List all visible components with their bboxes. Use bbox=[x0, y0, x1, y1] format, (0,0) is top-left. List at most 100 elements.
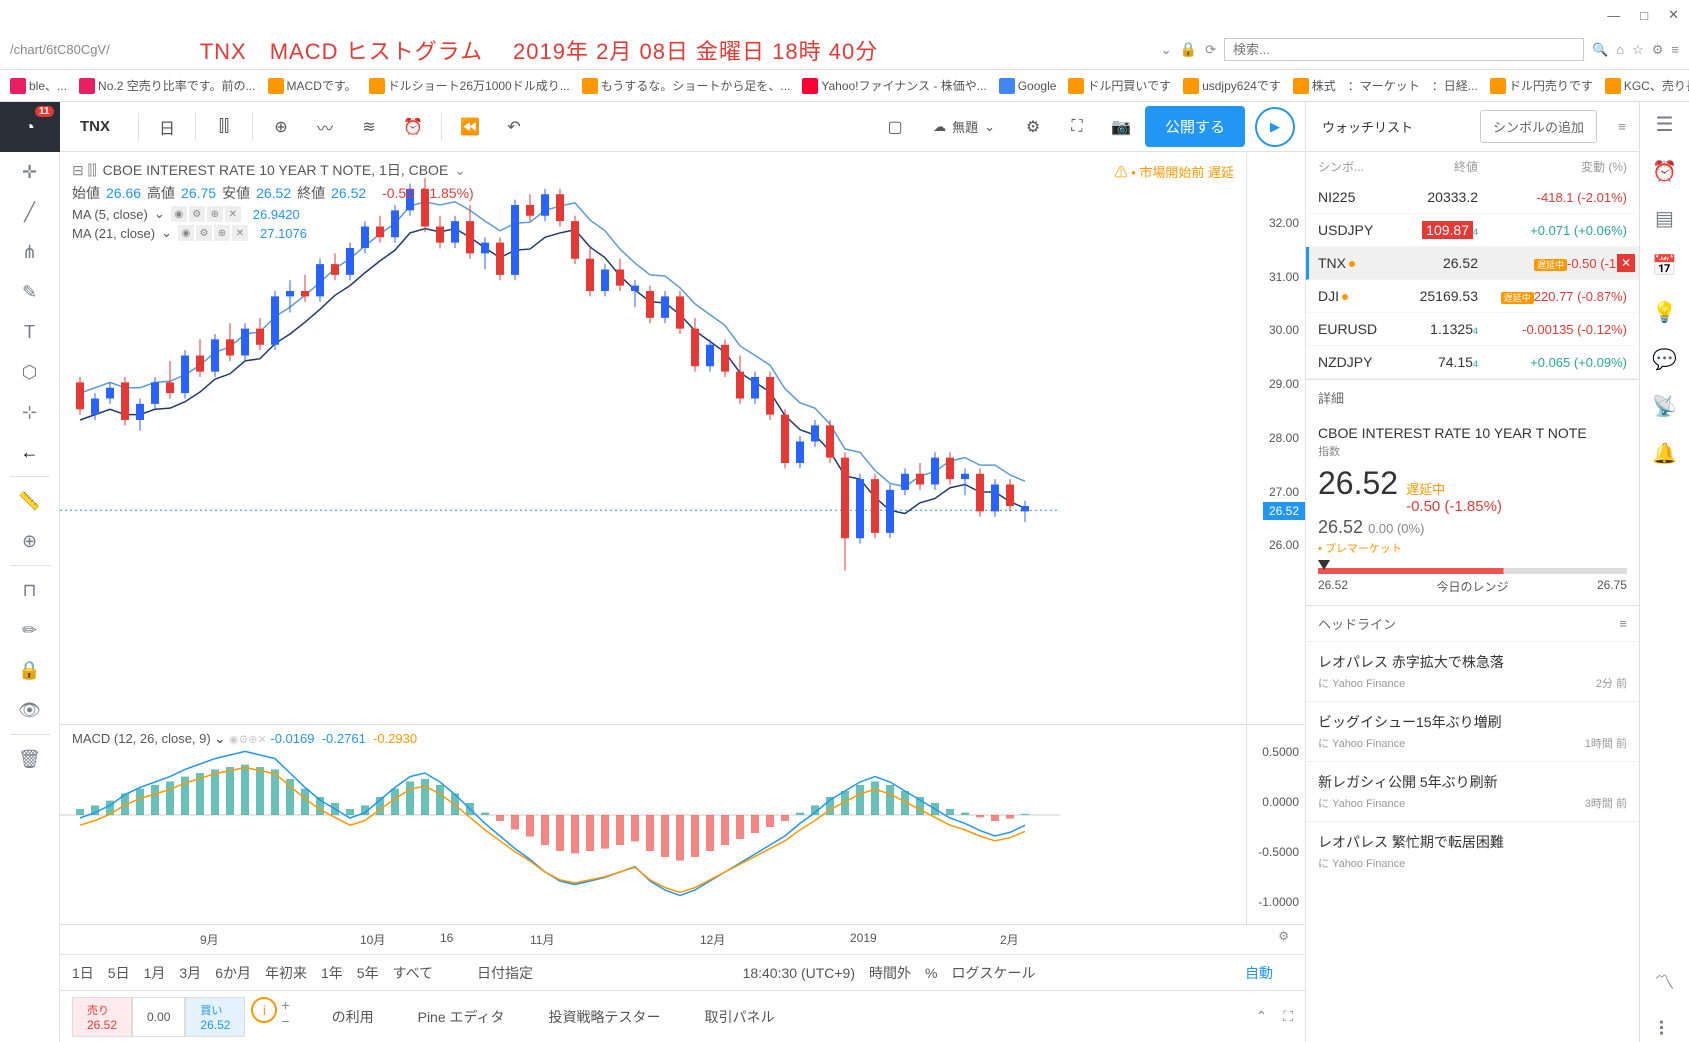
text-icon[interactable]: T bbox=[0, 312, 60, 352]
range-button[interactable]: 1月 bbox=[144, 963, 166, 983]
news-item[interactable]: レオパレス 赤字拡大で株急落に Yahoo Finance2分 前 bbox=[1306, 641, 1639, 701]
time-axis[interactable]: ⚙ 9月10月1611月12月20192月 bbox=[60, 924, 1305, 954]
sell-button[interactable]: 売り 26.52 bbox=[72, 997, 132, 1037]
hotlist-icon[interactable]: ▤ bbox=[1655, 206, 1674, 231]
bottom-tab[interactable]: Pine エディタ bbox=[396, 1007, 527, 1027]
stream-icon[interactable]: 📡 bbox=[1652, 394, 1677, 419]
bookmark-item[interactable]: usdjpy624です bbox=[1183, 77, 1281, 94]
pencil-icon[interactable]: ✏ bbox=[0, 610, 60, 650]
watchlist-row[interactable]: NZDJPY 74.154 +0.065 (+0.09%) bbox=[1306, 346, 1639, 379]
gear-icon[interactable]: ⚙ bbox=[1652, 42, 1664, 58]
bookmark-item[interactable]: KGC、売り長銘柄、高乗継... bbox=[1605, 77, 1689, 94]
refresh-icon[interactable]: ⟳ bbox=[1205, 42, 1216, 58]
collapse-icon[interactable]: ⌃ bbox=[1255, 1008, 1267, 1025]
back-icon[interactable]: ← bbox=[0, 432, 60, 472]
range-button[interactable]: 3月 bbox=[179, 963, 201, 983]
menu-icon[interactable]: ≡ bbox=[1671, 42, 1679, 57]
snapshot-icon[interactable]: 📷 bbox=[1101, 107, 1141, 147]
watchlist-row[interactable]: NI225 20333.2 -418.1 (-2.01%) bbox=[1306, 181, 1639, 214]
range-button[interactable]: 1年 bbox=[321, 963, 343, 983]
range-button[interactable]: 1日 bbox=[72, 963, 94, 983]
watchlist-row[interactable]: EURUSD 1.13254 -0.00135 (-0.12%) bbox=[1306, 313, 1639, 346]
bottom-tab[interactable]: の利用 bbox=[310, 1007, 396, 1027]
range-button[interactable]: 5日 bbox=[108, 963, 130, 983]
search-icon[interactable]: 🔍 bbox=[1592, 42, 1608, 58]
interval-button[interactable]: 日 bbox=[147, 107, 187, 147]
compare-icon[interactable]: ⊕ bbox=[261, 107, 301, 147]
range-button[interactable]: すべて bbox=[393, 963, 433, 983]
alert-icon[interactable]: ⏰ bbox=[393, 107, 433, 147]
minimize-button[interactable]: — bbox=[1607, 8, 1620, 23]
info-icon[interactable]: i bbox=[251, 997, 277, 1023]
layout-icon[interactable]: ▢ bbox=[875, 107, 915, 147]
chat-icon[interactable]: 💬 bbox=[1652, 347, 1677, 372]
news-item[interactable]: レオパレス 繁忙期で転居困難に Yahoo Finance bbox=[1306, 821, 1639, 881]
news-item[interactable]: 新レガシィ公開 5年ぶり刷新に Yahoo Finance3時間 前 bbox=[1306, 761, 1639, 821]
scale-option[interactable]: 時間外 bbox=[869, 963, 911, 983]
settings-icon[interactable]: ⚙ bbox=[1013, 107, 1053, 147]
alerts-icon[interactable]: ⏰ bbox=[1652, 159, 1677, 184]
trendline-icon[interactable]: ╱ bbox=[0, 192, 60, 232]
calendar-icon[interactable]: 📅 bbox=[1652, 253, 1677, 278]
range-button[interactable]: 6か月 bbox=[215, 963, 251, 983]
bookmark-item[interactable]: MACDです。 bbox=[268, 77, 357, 94]
cursor-icon[interactable]: ✛ bbox=[0, 152, 60, 192]
pattern-icon[interactable]: ⬡ bbox=[0, 352, 60, 392]
price-chart[interactable]: ⊟ ⫿⫿ CBOE INTEREST RATE 10 YEAR T NOTE, … bbox=[60, 152, 1247, 724]
buy-button[interactable]: 買い 26.52 bbox=[185, 997, 245, 1037]
brush-icon[interactable]: ✎ bbox=[0, 272, 60, 312]
add-symbol-button[interactable]: シンボルの追加 bbox=[1480, 110, 1597, 143]
publish-button[interactable]: 公開する bbox=[1145, 106, 1245, 147]
headlines-menu-icon[interactable]: ≡ bbox=[1619, 616, 1627, 631]
bookmark-item[interactable]: 株式 ：マーケット ：日経... bbox=[1293, 77, 1478, 94]
home-icon[interactable]: ⌂ bbox=[1616, 42, 1624, 57]
watchlist-menu-icon[interactable]: ≡ bbox=[1605, 119, 1639, 134]
watchlist-icon[interactable]: ☰ bbox=[1656, 112, 1674, 137]
rewind-icon[interactable]: ⏪ bbox=[450, 107, 490, 147]
bookmark-item[interactable]: ドル円買いです bbox=[1068, 77, 1171, 94]
news-item[interactable]: ビッグイシュー15年ぶり増刷に Yahoo Finance1時間 前 bbox=[1306, 701, 1639, 761]
prediction-icon[interactable]: ⊹ bbox=[0, 392, 60, 432]
qty-up-icon[interactable]: + bbox=[281, 997, 289, 1013]
price-axis[interactable]: 32.0031.0030.0029.0028.0027.0026.0026.52 bbox=[1247, 152, 1305, 724]
zoom-icon[interactable]: ⊕ bbox=[0, 521, 60, 561]
bookmark-item[interactable]: もうするな。ショートから足を、... bbox=[582, 77, 791, 94]
range-button[interactable]: 5年 bbox=[357, 963, 379, 983]
ruler-icon[interactable]: 📏 bbox=[0, 481, 60, 521]
watchlist-tab[interactable]: ウォッチリスト bbox=[1306, 117, 1429, 136]
magnet-icon[interactable]: ⊓ bbox=[0, 570, 60, 610]
eye-icon[interactable]: 👁 bbox=[0, 690, 60, 730]
indicators-icon[interactable]: 〰 bbox=[305, 107, 345, 147]
bookmark-item[interactable]: ドルショート26万1000ドル成り... bbox=[369, 77, 570, 94]
close-button[interactable]: ✕ bbox=[1668, 7, 1679, 23]
watchlist-row[interactable]: USDJPY 109.874 +0.071 (+0.06%) bbox=[1306, 214, 1639, 247]
pitchfork-icon[interactable]: ⋔ bbox=[0, 232, 60, 272]
qty-down-icon[interactable]: − bbox=[281, 1013, 289, 1029]
bookmark-item[interactable]: ble、... bbox=[10, 77, 67, 94]
search-input[interactable] bbox=[1224, 38, 1584, 61]
undo-icon[interactable]: ↶ bbox=[494, 107, 534, 147]
remove-symbol-icon[interactable]: ✕ bbox=[1617, 254, 1635, 272]
more-icon[interactable]: ⠇ bbox=[1657, 1017, 1672, 1042]
scale-option[interactable]: ログスケール bbox=[951, 963, 1035, 983]
scale-option[interactable]: % bbox=[925, 965, 937, 981]
bookmark-item[interactable]: Yahoo!ファイナンス - 株価や... bbox=[802, 77, 986, 94]
dom-icon[interactable]: 〽 bbox=[1655, 966, 1675, 995]
fullscreen-icon[interactable]: ⛶ bbox=[1057, 107, 1097, 147]
star-icon[interactable]: ☆ bbox=[1632, 42, 1644, 58]
watchlist-row[interactable]: DJI 25169.53 遅延中220.77 (-0.87%) bbox=[1306, 280, 1639, 313]
candle-style-icon[interactable]: ⫿⫿ bbox=[204, 107, 244, 147]
notifications-icon[interactable]: 🔔 bbox=[1652, 441, 1677, 466]
macd-axis[interactable]: 0.50000.0000-0.5000-1.0000 bbox=[1247, 725, 1305, 924]
goto-date-button[interactable]: 日付指定 bbox=[477, 963, 533, 983]
range-button[interactable]: 年初来 bbox=[265, 963, 307, 983]
symbol-label[interactable]: TNX bbox=[70, 118, 130, 135]
play-button[interactable]: ▶ bbox=[1255, 107, 1295, 147]
auto-scale-button[interactable]: 自動 bbox=[1245, 963, 1273, 983]
financials-icon[interactable]: ≋ bbox=[349, 107, 389, 147]
app-logo[interactable]: ◔11 bbox=[0, 102, 60, 152]
bottom-tab[interactable]: 取引パネル bbox=[683, 1007, 797, 1027]
bookmark-item[interactable]: ドル円売りです bbox=[1490, 77, 1593, 94]
bottom-tab[interactable]: 投資戦略テスター bbox=[527, 1007, 683, 1027]
watchlist-row[interactable]: TNX 26.52 遅延中-0.50 (-1.8 ✕ bbox=[1306, 247, 1639, 280]
